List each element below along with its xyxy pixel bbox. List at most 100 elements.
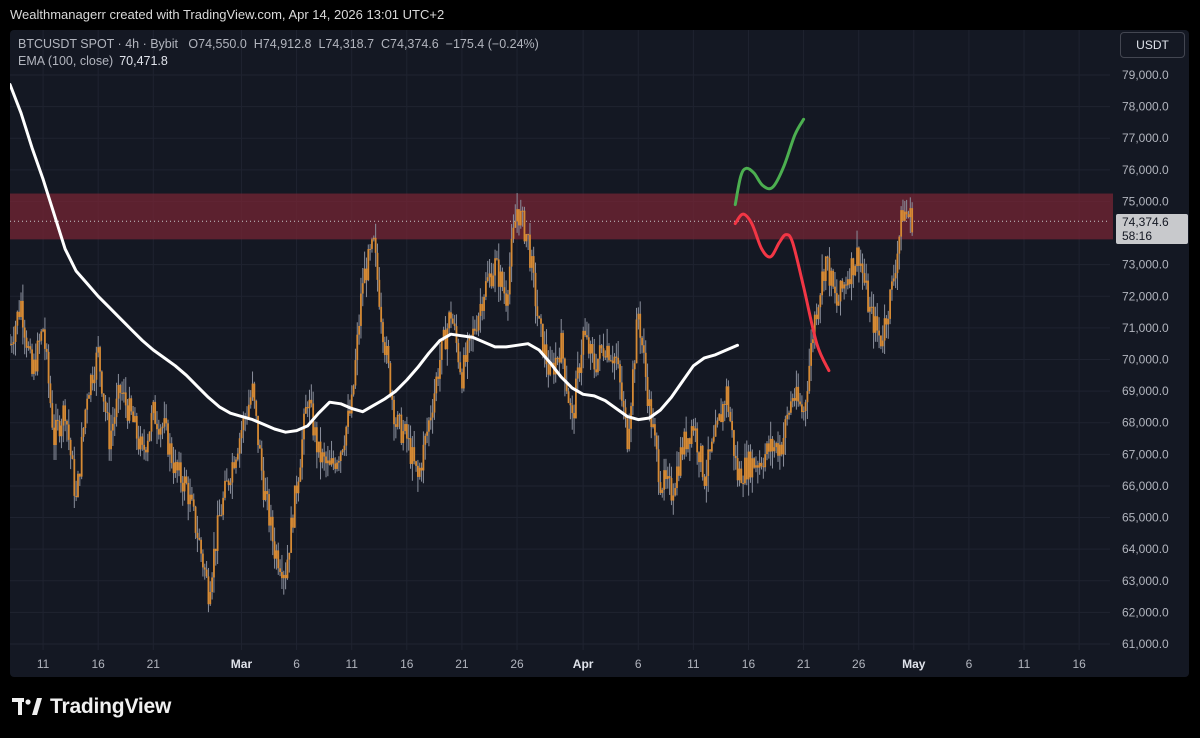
candle-body: [179, 462, 182, 483]
candle-body: [755, 465, 757, 468]
candle-body: [14, 325, 17, 342]
candle-body: [751, 458, 754, 478]
time-tick-label: Mar: [231, 657, 253, 671]
candle-body: [813, 314, 816, 340]
candle-body: [608, 345, 610, 361]
candle-body: [473, 328, 476, 331]
time-tick-label: 21: [455, 657, 469, 671]
candle-body: [86, 398, 89, 410]
candle-body: [361, 283, 364, 294]
candle-body: [808, 365, 811, 392]
candle-body: [841, 280, 844, 289]
candle-body: [740, 468, 743, 484]
price-axis: 79,000.0 78,000.0 77,000.0 76,000.0 75,000.0…: [1122, 68, 1169, 651]
candle-body: [791, 398, 794, 402]
candle-body: [659, 482, 662, 493]
candle-body: [843, 284, 846, 289]
candle-body: [282, 574, 285, 579]
candle-body: [496, 258, 498, 260]
candle-body: [510, 238, 513, 267]
time-tick-label: 11: [687, 657, 700, 671]
candle-body: [742, 483, 745, 485]
candle-body: [507, 294, 509, 306]
price-tick-label: 61,000.0: [1122, 637, 1169, 651]
candle-body: [238, 438, 241, 454]
bar-countdown: 58:16: [1122, 229, 1153, 243]
candle-body: [281, 571, 283, 579]
candle-body: [563, 358, 566, 383]
candle-body: [823, 271, 825, 281]
candle-body: [538, 316, 541, 319]
candle-body: [100, 371, 103, 394]
candle-body: [547, 364, 550, 375]
candle-body: [854, 266, 857, 276]
candle-body: [275, 550, 278, 559]
time-tick-label: 11: [37, 657, 50, 671]
candle-body: [135, 416, 138, 439]
candle-body: [49, 383, 52, 404]
candle-body: [486, 277, 489, 282]
candle-body: [174, 461, 177, 474]
candle-body: [110, 430, 112, 450]
candle-body: [317, 441, 320, 453]
candle-body: [769, 438, 772, 452]
candle-body: [828, 258, 831, 286]
price-chart[interactable]: 79,000.0 78,000.0 77,000.0 76,000.0 75,000.0…: [10, 30, 1189, 677]
time-tick-label: May: [902, 657, 926, 671]
candle-body: [733, 430, 735, 456]
candle-body: [775, 443, 778, 448]
candle-body: [793, 398, 796, 401]
candle-body: [383, 342, 386, 356]
candle-body: [810, 343, 812, 366]
candle-body: [38, 340, 41, 342]
price-tick-label: 70,000.0: [1122, 353, 1169, 367]
candle-body: [121, 392, 123, 394]
candle-body: [172, 462, 175, 474]
candle-body: [661, 489, 664, 493]
candle-body: [437, 376, 440, 379]
candle-body: [99, 347, 101, 372]
candle-body: [218, 515, 221, 517]
candle-body: [25, 337, 28, 348]
candle-body: [665, 470, 667, 480]
candle-body: [326, 460, 329, 464]
candle-body: [191, 494, 193, 500]
candle-body: [530, 256, 533, 268]
candle-body: [863, 273, 866, 283]
candle-body: [20, 300, 22, 317]
candle-body: [837, 301, 840, 306]
candle-body: [479, 303, 482, 316]
candle-body: [466, 340, 469, 362]
candle-body: [889, 289, 892, 319]
candle-body: [416, 465, 419, 477]
candle-body: [815, 314, 818, 320]
candle-body: [703, 477, 706, 486]
candle-body: [165, 418, 168, 424]
candle-body: [821, 271, 824, 296]
ema-label: EMA (100, close): [18, 54, 114, 68]
candle-body: [393, 399, 395, 425]
candle-body: [641, 337, 643, 346]
candle-body: [277, 550, 280, 569]
candle-body: [279, 568, 281, 572]
candle-body: [113, 417, 116, 424]
candle-body: [705, 475, 708, 486]
projection-layer: [733, 117, 831, 373]
candle-body: [685, 431, 688, 450]
candle-body: [508, 266, 511, 295]
candle-body: [481, 303, 484, 311]
candle-body: [203, 567, 206, 570]
candle-body: [624, 407, 627, 419]
tradingview-logo[interactable]: TradingView: [12, 695, 171, 719]
candle-body: [258, 445, 261, 449]
candle-body: [655, 435, 658, 450]
candle-body: [240, 430, 243, 439]
candle-body: [157, 429, 160, 435]
candle-body: [299, 467, 302, 482]
chart-panel[interactable]: 79,000.0 78,000.0 77,000.0 76,000.0 75,000.0…: [10, 30, 1189, 677]
candle-body: [66, 421, 68, 425]
candle-body: [699, 445, 702, 463]
candle-body: [10, 343, 13, 345]
candle-body: [95, 352, 98, 380]
currency-button[interactable]: USDT: [1120, 32, 1185, 58]
